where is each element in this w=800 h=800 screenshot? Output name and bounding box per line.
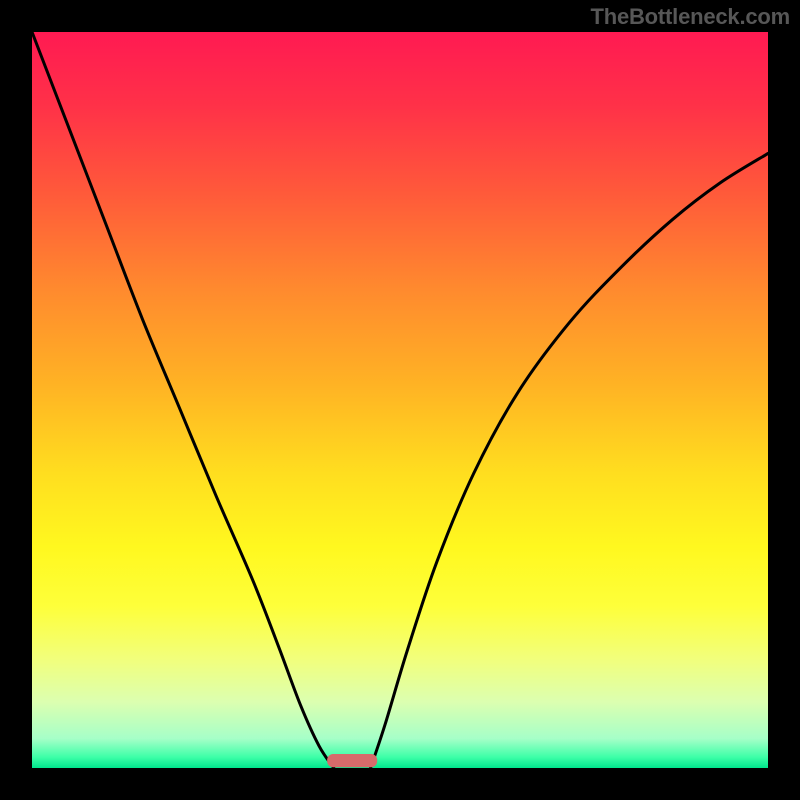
plot-area xyxy=(32,32,768,768)
chart-frame: TheBottleneck.com xyxy=(0,0,800,800)
watermark-text: TheBottleneck.com xyxy=(590,4,790,30)
gradient-background xyxy=(32,32,768,768)
optimal-marker xyxy=(327,754,377,767)
bottleneck-chart xyxy=(32,32,768,768)
